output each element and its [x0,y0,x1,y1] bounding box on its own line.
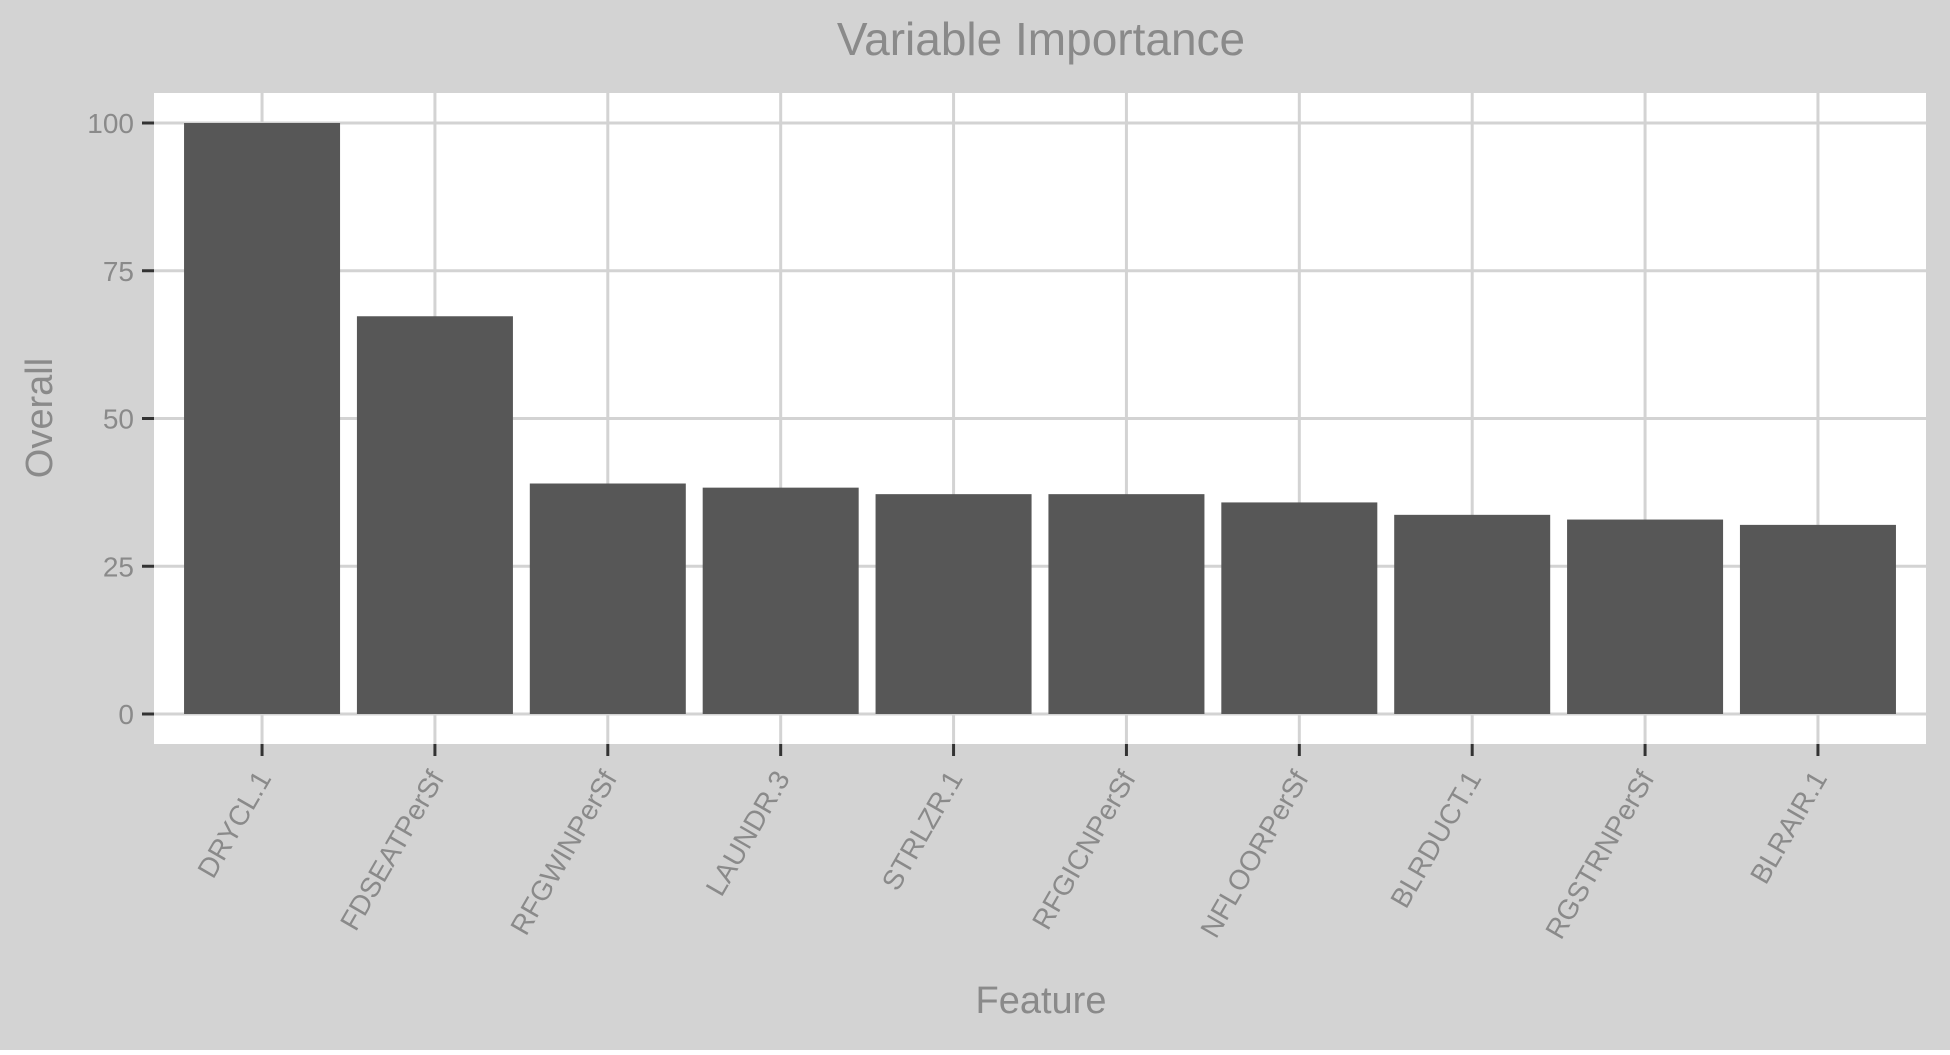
bar-RFGWINPerSf [529,483,686,714]
y-axis-title: Overall [19,358,61,478]
bars [184,123,1896,714]
y-tick-label: 50 [103,404,134,435]
bar-BLRAIR.1 [1739,524,1896,714]
bar-BLRDUCT.1 [1394,514,1551,714]
bar-FDSEATPerSf [356,316,513,714]
bar-STRLZR.1 [875,494,1032,714]
y-tick-label: 0 [118,699,134,730]
bar-NFLOORPerSf [1221,502,1378,714]
bar-DRYCL.1 [184,123,341,714]
bar-LAUNDR.3 [702,487,859,714]
y-axis: 0 25 50 75 100 [87,108,154,730]
x-axis-title: Feature [976,980,1107,1022]
chart-title: Variable Importance [837,13,1245,65]
bar-RGSTRNPerSf [1567,519,1724,714]
y-tick-label: 100 [87,108,134,139]
y-tick-label: 75 [103,256,134,287]
y-tick-label: 25 [103,551,134,582]
bar-RFGICNPerSf [1048,494,1205,714]
